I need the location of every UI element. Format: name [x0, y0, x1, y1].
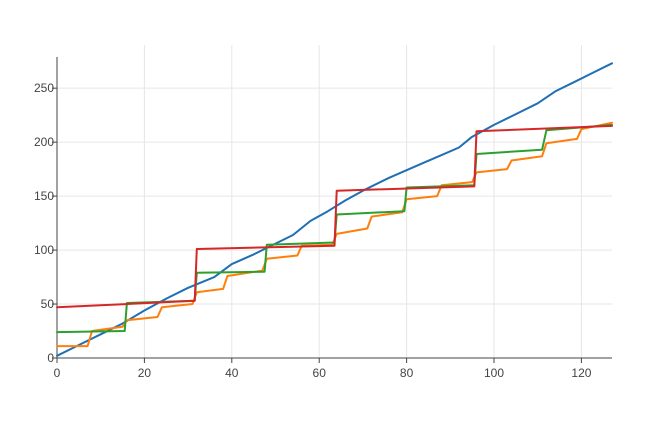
x-tick-label: 20: [138, 366, 152, 380]
x-tick-label: 0: [54, 366, 61, 380]
series-lines: [56, 62, 613, 357]
y-tick-label: 150: [34, 189, 54, 203]
x-tick-label: 80: [400, 366, 414, 380]
y-tick-label: 100: [34, 243, 54, 257]
series-line-1: [56, 62, 613, 357]
y-tick-label: 200: [34, 135, 54, 149]
axes: [52, 57, 612, 363]
x-tick-label: 100: [484, 366, 504, 380]
x-tick-label: 120: [571, 366, 591, 380]
series-line-4: [56, 124, 613, 309]
grid: [57, 45, 612, 358]
y-tick-label: 0: [47, 351, 54, 365]
x-tick-label: 40: [225, 366, 239, 380]
y-tick-label: 250: [34, 81, 54, 95]
x-tick-label: 60: [313, 366, 327, 380]
y-tick-label: 50: [41, 297, 55, 311]
tick-labels: 0 20 40 60 80 100 120 0 50 100 150 200 250: [34, 81, 592, 380]
